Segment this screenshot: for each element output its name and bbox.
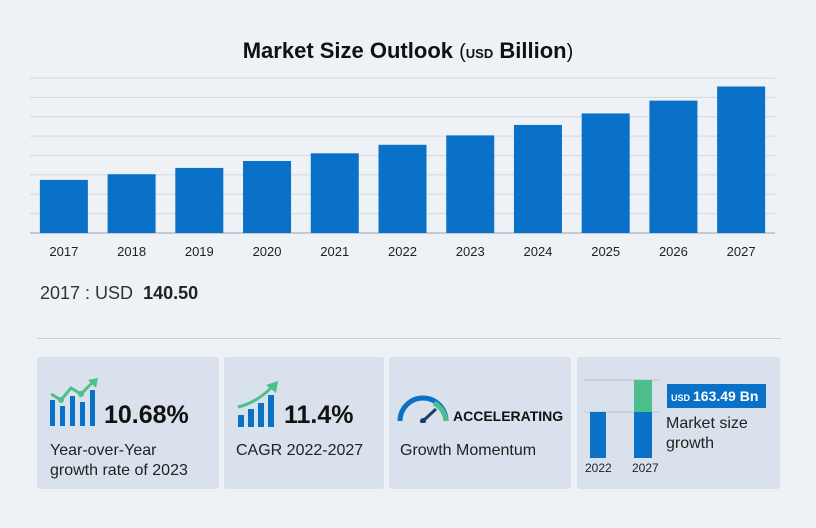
- x-tick-label: 2024: [523, 244, 552, 259]
- mini-year-start: 2022: [585, 461, 612, 475]
- x-tick-label: 2019: [185, 244, 214, 259]
- mini-bar-end-base: [634, 412, 652, 458]
- bar-2022: [378, 144, 427, 233]
- title-unit-open: (: [459, 41, 466, 63]
- yoy-value: 10.68%: [104, 401, 189, 429]
- x-tick-label: 2018: [117, 244, 146, 259]
- yoy-card: [37, 357, 219, 489]
- bar-chart: 2017 2018 2019 2020 2021 2022 2023 2024 2025 2026…: [30, 77, 775, 259]
- bar-2019: [175, 167, 224, 233]
- x-tick-label: 2026: [659, 244, 688, 259]
- bar-2027: [717, 86, 766, 233]
- badge-value: 163.49 Bn: [693, 388, 759, 404]
- momentum-value: ACCELERATING: [453, 408, 564, 424]
- bar-2021: [310, 153, 359, 233]
- growth-card: [577, 357, 780, 489]
- growth-label-1: Market size: [666, 415, 748, 432]
- x-tick-label: 2025: [591, 244, 620, 259]
- x-tick-label: 2022: [388, 244, 417, 259]
- mini-year-end: 2027: [632, 461, 659, 475]
- title-unit-currency: USD: [465, 46, 494, 61]
- momentum-card: [389, 357, 571, 489]
- x-tick-label: 2017: [49, 244, 78, 259]
- bar-2025: [581, 113, 630, 233]
- x-tick-label: 2020: [253, 244, 282, 259]
- base-year-value: 2017 : USD 140.50: [40, 283, 198, 304]
- momentum-label: Growth Momentum: [400, 442, 537, 459]
- rising-bars-icon: [237, 381, 278, 427]
- base-year-label: 2017 : USD: [40, 283, 134, 303]
- bar-2023: [446, 135, 495, 233]
- growth-mini-chart: [584, 379, 660, 458]
- bar-2026: [649, 100, 698, 233]
- bar-2018: [107, 174, 156, 233]
- base-year-amount: 140.50: [143, 283, 199, 303]
- yoy-label-2: growth rate of 2023: [50, 462, 188, 479]
- title-unit-word: Billion: [499, 38, 567, 63]
- x-tick-label: 2023: [456, 244, 485, 259]
- title-main: Market Size Outlook: [242, 38, 453, 63]
- section-divider: [37, 338, 781, 339]
- x-tick-label: 2021: [320, 244, 349, 259]
- growth-badge: USD 163.49 Bn: [667, 384, 766, 408]
- mini-bar-start: [590, 412, 606, 458]
- growth-label-2: growth: [666, 435, 715, 452]
- cagr-label: CAGR 2022-2027: [236, 442, 364, 459]
- chart-title: Market Size Outlook (USD Billion): [0, 38, 816, 64]
- mini-bar-end-increment: [634, 380, 652, 412]
- x-tick-label: 2027: [727, 244, 756, 259]
- bar-2020: [243, 160, 292, 233]
- cagr-value: 11.4%: [284, 401, 354, 429]
- growth-label: Market size growth: [666, 414, 776, 454]
- yoy-label-1: Year-over-Year: [50, 442, 157, 459]
- bar-2017: [39, 179, 88, 233]
- growth-bars-icon: [50, 378, 98, 426]
- title-unit-close: ): [566, 41, 574, 63]
- badge-currency: USD: [671, 393, 691, 403]
- bar-2024: [513, 124, 562, 233]
- speedometer-icon: [397, 395, 449, 423]
